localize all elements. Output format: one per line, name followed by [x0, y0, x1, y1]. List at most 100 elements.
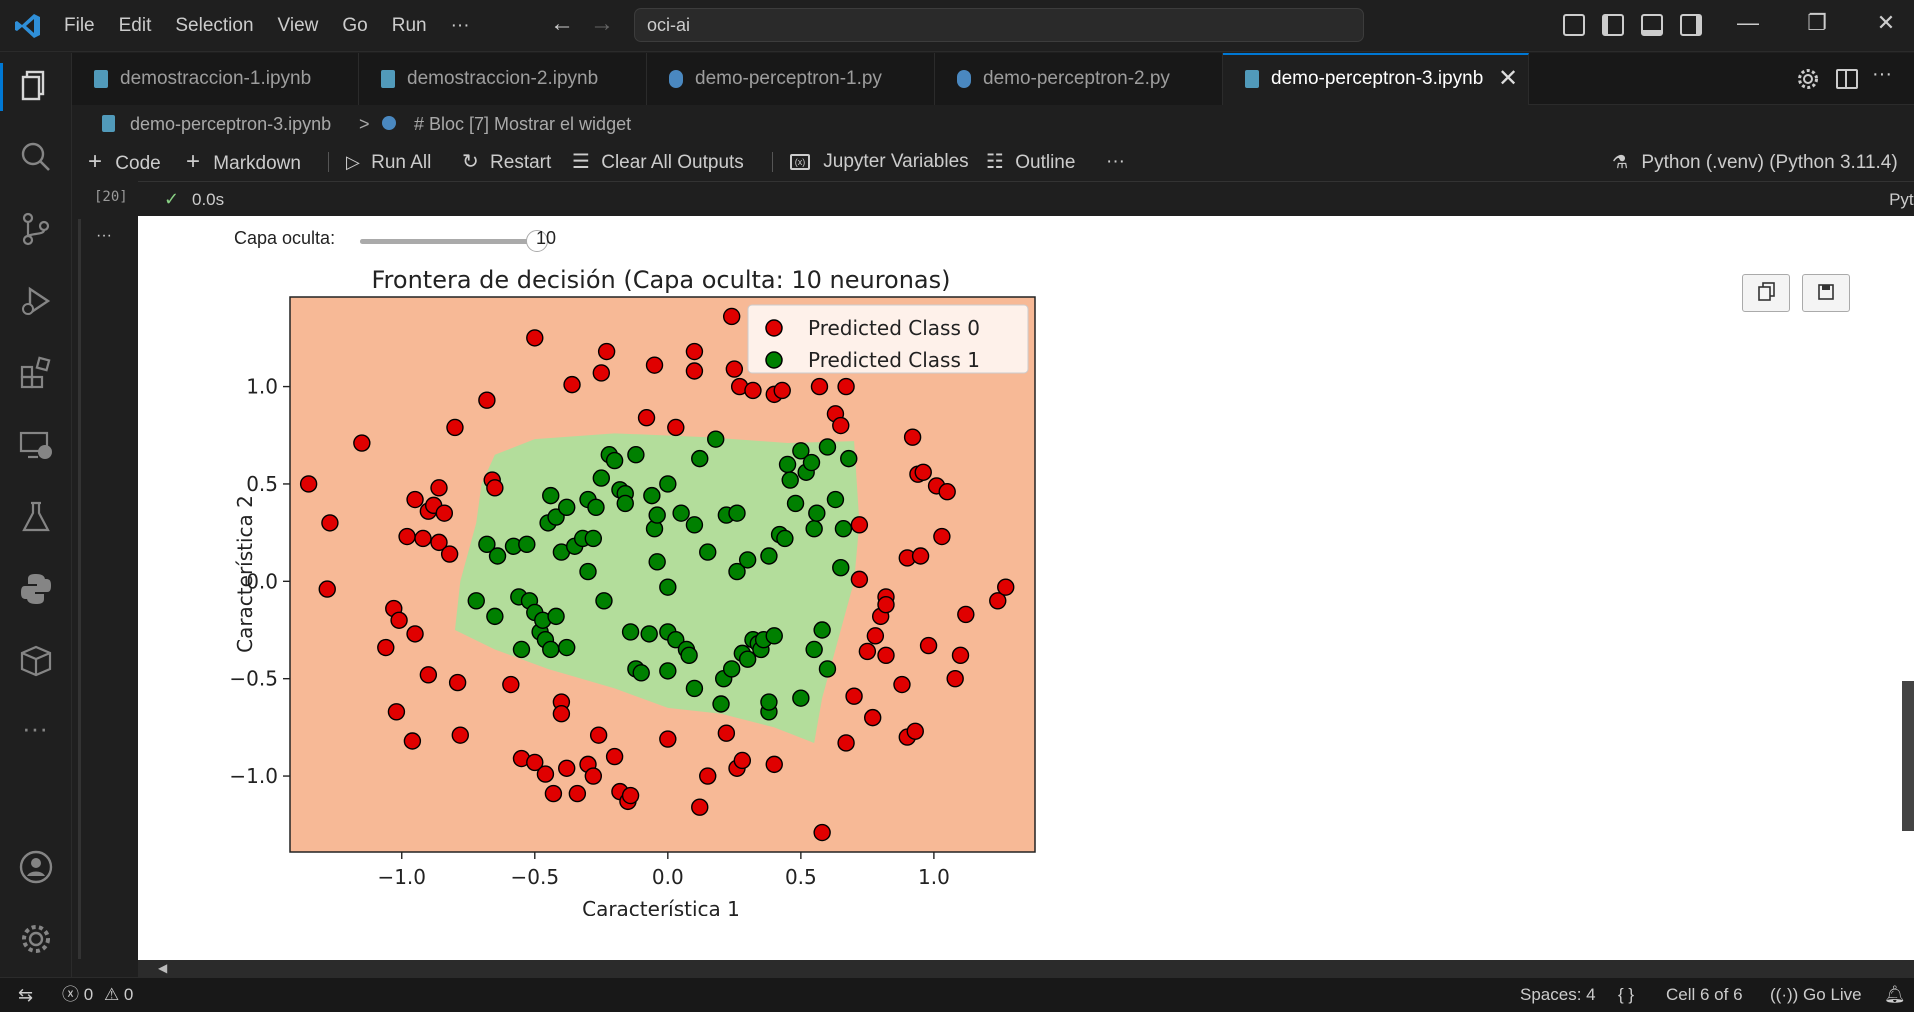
containers-icon[interactable] [18, 643, 54, 679]
cell-position-indicator[interactable]: Cell 6 of 6 [1666, 985, 1743, 1004]
menu-run[interactable]: Run [391, 15, 427, 36]
class1-point [632, 664, 650, 682]
class1-point [648, 506, 666, 524]
menu-file[interactable]: File [64, 15, 95, 36]
breadcrumb-symbol[interactable]: # Bloc [7] Mostrar el widget [414, 114, 632, 134]
class0-point [837, 377, 855, 396]
nav-back-icon[interactable]: ← [550, 10, 574, 37]
cell-language[interactable]: Python [1889, 190, 1914, 209]
add-code-label: Code [115, 153, 161, 174]
class1-point [547, 508, 565, 526]
class1-point [512, 640, 531, 659]
save-output-button[interactable] [1802, 274, 1850, 312]
settings-icon[interactable] [1796, 67, 1820, 91]
editor-scrollbar-thumb[interactable] [1902, 681, 1914, 831]
class1-point [738, 650, 757, 668]
go-live-button[interactable]: ((·)) Go Live [1770, 978, 1862, 1012]
jupyter-variables-button[interactable]: (x) Jupyter Variables [790, 143, 969, 181]
nav-forward-icon[interactable]: → [590, 10, 614, 37]
class0-point [725, 360, 744, 378]
customize-layout-icon[interactable] [1563, 14, 1585, 36]
accounts-icon[interactable] [18, 849, 54, 885]
menu-more[interactable]: ··· [450, 15, 470, 36]
close-window-icon[interactable]: ✕ [1876, 10, 1896, 35]
tab-label: demostraccion-2.ipynb [407, 68, 599, 89]
scroll-left-icon[interactable]: ◀ [158, 961, 168, 975]
menu-view[interactable]: View [277, 15, 319, 36]
output-horizontal-scrollbar[interactable]: ◀ ▶ [138, 960, 1914, 977]
close-tab-icon[interactable]: ✕ [1498, 65, 1519, 92]
slider-handle[interactable] [525, 230, 548, 252]
indentation-indicator[interactable]: Spaces: 4 [1520, 985, 1596, 1004]
class0-point [845, 687, 863, 705]
class0-point [685, 342, 704, 361]
remote-indicator-icon[interactable]: ⇆ [18, 985, 34, 1005]
class0-point [858, 642, 877, 661]
source-control-icon[interactable] [18, 211, 54, 247]
copy-output-button[interactable] [1742, 274, 1790, 312]
extensions-icon[interactable] [18, 355, 54, 391]
breadcrumb-file[interactable]: demo-perceptron-3.ipynb [130, 114, 332, 134]
class1-point [818, 660, 837, 678]
minimize-window-icon[interactable]: — [1737, 10, 1759, 35]
restore-window-icon[interactable]: ❐ [1807, 10, 1827, 35]
class1-point [579, 562, 597, 581]
toggle-panel-icon[interactable] [1641, 14, 1663, 36]
tab-demostraccion-2[interactable]: demostraccion-2.ipynb [359, 53, 647, 105]
language-braces-indicator[interactable]: { } [1618, 985, 1635, 1004]
hidden-layer-slider[interactable] [360, 230, 548, 252]
notifications-bell-icon[interactable]: 🔔︎ [1884, 985, 1906, 1004]
class0-point [390, 611, 408, 629]
class0-point [906, 722, 924, 740]
class0-point [446, 418, 464, 437]
activity-bar: ··· [0, 53, 72, 977]
class0-point [744, 381, 762, 400]
vscode-logo-icon[interactable] [14, 12, 42, 40]
restart-label: Restart [490, 152, 552, 173]
remote-explorer-icon[interactable] [18, 427, 54, 463]
search-icon[interactable] [18, 139, 54, 175]
outline-button[interactable]: ☷ Outline [986, 143, 1075, 182]
menu-selection[interactable]: Selection [175, 15, 254, 36]
class0-point [486, 479, 504, 497]
class0-point [605, 747, 624, 766]
run-debug-icon[interactable] [18, 283, 54, 319]
menu-edit[interactable]: Edit [118, 15, 152, 36]
add-markdown-cell-button[interactable]: + Markdown [186, 143, 301, 183]
run-all-icon: ▷ [346, 152, 360, 172]
clear-outputs-button[interactable]: ☰ Clear All Outputs [572, 143, 744, 182]
class0-point [536, 765, 555, 783]
editor-more-actions-icon[interactable]: ··· [1872, 63, 1892, 85]
class1-point [760, 547, 778, 565]
python-icon[interactable] [18, 571, 54, 607]
explorer-icon[interactable] [18, 67, 54, 103]
python-cell-icon [382, 116, 396, 130]
split-editor-icon[interactable] [1836, 69, 1858, 89]
class0-point [318, 580, 336, 598]
more-views-icon[interactable]: ··· [22, 713, 48, 743]
class1-point [760, 693, 778, 711]
tab-demostraccion-1[interactable]: demostraccion-1.ipynb [72, 53, 359, 105]
class0-point [877, 595, 895, 614]
toolbar-more-button[interactable]: ··· [1106, 151, 1125, 172]
add-code-cell-button[interactable]: + Code [88, 143, 161, 183]
tab-demo-perceptron-1[interactable]: demo-perceptron-1.py [647, 53, 935, 105]
restart-button[interactable]: ↻ Restart [462, 143, 551, 182]
class0-point [414, 529, 432, 548]
tab-demo-perceptron-2[interactable]: demo-perceptron-2.py [935, 53, 1223, 105]
class0-point [430, 479, 448, 497]
command-center-search[interactable]: oci-ai [634, 8, 1364, 42]
manage-gear-icon[interactable] [18, 921, 54, 957]
testing-icon[interactable] [18, 499, 54, 535]
kernel-picker-button[interactable]: ⚗ Python (.venv) (Python 3.11.4) [1612, 143, 1898, 182]
run-all-button[interactable]: ▷ Run All [346, 143, 431, 182]
class0-point [435, 504, 454, 522]
menu-go[interactable]: Go [342, 15, 368, 36]
output-more-icon[interactable]: ··· [96, 227, 112, 244]
tab-demo-perceptron-3[interactable]: demo-perceptron-3.ipynb ✕ [1223, 53, 1529, 105]
class0-point [813, 823, 831, 842]
toggle-secondary-sidebar-icon[interactable] [1680, 14, 1702, 36]
class0-point [699, 767, 717, 785]
problems-indicator[interactable]: ⓧ 0 ⚠ 0 [62, 978, 133, 1012]
toggle-primary-sidebar-icon[interactable] [1602, 14, 1624, 36]
